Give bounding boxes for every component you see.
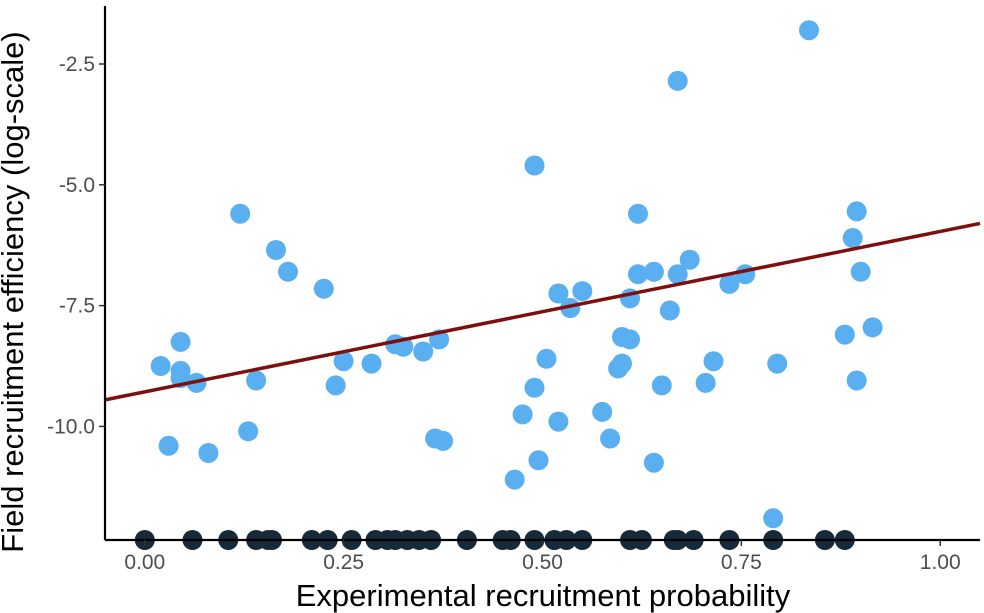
data-point-13 <box>325 375 346 396</box>
y-tick-label: -7.5 <box>59 295 95 318</box>
data-point-8 <box>238 421 259 442</box>
data-point-55 <box>834 324 855 345</box>
points-layer <box>134 20 883 550</box>
data-point-10 <box>266 240 286 260</box>
y-tick-label: -10.0 <box>47 415 95 438</box>
data-point-59 <box>850 261 871 282</box>
data-point-38 <box>620 329 640 350</box>
data-point-56 <box>842 228 863 248</box>
y-tick-label: -2.5 <box>59 53 95 76</box>
data-point-47 <box>679 249 700 270</box>
data-point-42 <box>643 261 664 282</box>
data-point-26 <box>528 450 549 471</box>
data-point-2 <box>170 331 191 352</box>
data-point-22 <box>504 469 525 490</box>
data-point-1 <box>158 435 179 456</box>
x-tick-label: 0.50 <box>522 551 563 574</box>
data-point-41 <box>643 452 664 473</box>
data-point-11 <box>278 261 298 282</box>
data-point-33 <box>600 428 621 449</box>
data-point-21 <box>433 430 454 451</box>
data-point-35 <box>612 353 632 374</box>
data-point-6 <box>198 443 219 463</box>
x-tick-label: 0.25 <box>323 551 364 574</box>
data-point-44 <box>659 300 680 321</box>
data-point-54 <box>799 20 819 41</box>
data-point-39 <box>628 203 648 224</box>
data-point-51 <box>735 264 756 285</box>
data-point-15 <box>361 353 382 374</box>
ticks-layer: 0.00 0.25 0.50 0.75 1.00 -2.5 -5.0 -7.5 -10.0 <box>47 53 961 574</box>
data-point-25 <box>524 155 545 176</box>
data-point-57 <box>846 370 867 391</box>
data-point-18 <box>413 341 434 362</box>
data-point-23 <box>512 404 533 425</box>
data-point-50 <box>719 273 740 294</box>
data-point-14 <box>333 351 354 372</box>
data-point-24 <box>524 377 545 398</box>
x-tick-label: 1.00 <box>920 551 961 574</box>
x-tick-label: 0.75 <box>721 551 762 574</box>
data-point-60 <box>862 317 883 338</box>
data-point-29 <box>548 411 569 432</box>
data-point-28 <box>548 283 569 304</box>
data-point-46 <box>667 264 688 285</box>
x-tick-label: 0.00 <box>124 551 165 574</box>
data-point-27 <box>536 348 557 369</box>
data-point-53 <box>767 353 788 374</box>
x-axis-title: Experimental recruitment probability <box>296 578 791 613</box>
data-point-52 <box>763 508 784 529</box>
fit-line <box>104 221 981 402</box>
data-point-30 <box>560 298 581 318</box>
data-point-9 <box>246 370 267 391</box>
data-point-7 <box>230 203 251 224</box>
data-point-0 <box>150 356 171 376</box>
data-point-49 <box>703 351 724 372</box>
y-axis-title: Field recruitment efficiency (log-scale) <box>0 31 30 552</box>
y-tick-label: -5.0 <box>59 174 95 197</box>
data-point-40 <box>628 264 648 285</box>
data-point-12 <box>313 278 334 299</box>
data-point-58 <box>846 201 867 222</box>
data-point-32 <box>592 401 613 422</box>
data-point-43 <box>651 375 672 396</box>
data-point-45 <box>667 70 688 91</box>
data-point-48 <box>695 372 716 393</box>
data-point-31 <box>572 281 593 302</box>
